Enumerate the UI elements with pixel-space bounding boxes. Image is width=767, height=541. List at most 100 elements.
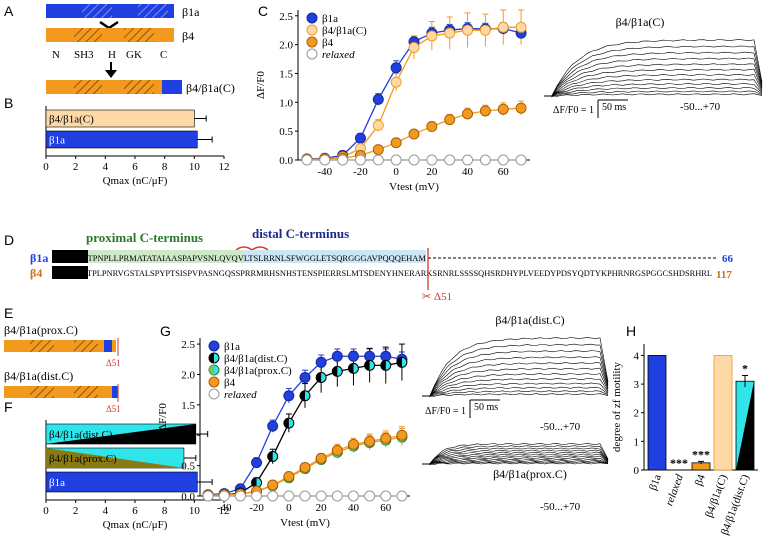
data-point [390, 154, 402, 166]
bar-label: β4/β1a(dist.C) [49, 429, 113, 441]
fluorescence-trace [422, 356, 609, 397]
fluorescence-trace [422, 386, 609, 398]
significance-label: * [742, 362, 748, 376]
data-point-half [267, 451, 273, 462]
fluorescence-trace [422, 458, 609, 465]
deletion-label-d: Δ51 [434, 291, 452, 303]
x-tick-label: 10 [189, 161, 201, 173]
fluorescence-trace [422, 393, 609, 397]
data-point [479, 154, 491, 166]
legend-label: β4 [322, 37, 334, 49]
bar [45, 130, 198, 149]
x-tick-label: 8 [162, 505, 168, 517]
x-axis-label: Vtest (mV) [389, 181, 439, 193]
legend-label: β1a [224, 341, 240, 353]
data-point [372, 144, 384, 156]
x-tick-label: 60 [498, 166, 510, 178]
x-tick-label: 6 [132, 505, 138, 517]
data-point [396, 490, 408, 502]
domain-c: C [160, 49, 167, 61]
data-point [462, 154, 474, 166]
fluorescence-trace [422, 373, 609, 397]
x-tick-label: 0 [393, 166, 399, 178]
data-point [515, 21, 527, 33]
data-point-half [283, 418, 289, 429]
fluorescence-trace [544, 68, 763, 97]
legend-marker-half [209, 365, 214, 375]
data-point [372, 93, 384, 105]
x-axis-label: Vtest (mV) [280, 517, 330, 529]
x-tick-label: 0 [43, 161, 49, 173]
fluorescence-trace [422, 462, 609, 465]
data-point [337, 154, 349, 166]
data-point [380, 350, 392, 362]
panel-label-d: D [4, 232, 14, 248]
data-point [331, 444, 343, 456]
data-point [267, 420, 279, 432]
fluorescence-trace [422, 453, 609, 465]
x-tick-label: 2 [73, 505, 79, 517]
panel-h-motility-chart: 0 1 2 3 4 degree of zf motility β1a *** relaxed *… [611, 344, 758, 537]
data-point [462, 24, 474, 36]
y-tick-label: 2.5 [279, 11, 293, 23]
bar-stripe [736, 381, 754, 470]
data-point [251, 490, 263, 502]
data-point [283, 490, 295, 502]
fluorescence-trace [422, 455, 609, 465]
data-point-half [332, 366, 338, 377]
category-label: relaxed [663, 472, 686, 507]
trace-title: β4/β1a(C) [616, 15, 665, 29]
data-point [444, 27, 456, 39]
category-label: β1a [647, 473, 664, 492]
data-point [315, 490, 327, 502]
length-beta1a: 66 [722, 253, 734, 265]
x-axis-label: Qmax (nC/μF) [103, 175, 168, 187]
fluorescence-trace [422, 447, 609, 466]
range-label: -50...+70 [540, 501, 581, 513]
data-point [515, 102, 527, 114]
y-tick-label: 1.0 [279, 97, 293, 109]
x-tick-label: -40 [317, 166, 332, 178]
x-tick-label: -20 [353, 166, 368, 178]
legend-label: β4/β1a(prox.C) [224, 365, 292, 377]
data-point-half [316, 372, 322, 383]
x-tick-label: 60 [380, 502, 392, 514]
y-tick-label: 2.5 [181, 339, 195, 351]
data-point [380, 432, 392, 444]
data-point [372, 119, 384, 131]
range-label: -50...+70 [680, 101, 721, 113]
panel-label-f: F [4, 399, 13, 415]
legend-marker [306, 36, 318, 48]
fluorescence-trace [422, 451, 609, 466]
data-point [299, 461, 311, 473]
seq-beta4: ATHPSSSTPLPNRVGSTALSPYPTSISPVPASNGQSSPRR… [52, 269, 712, 278]
data-point [331, 350, 343, 362]
panel-a-construct-diagram: β1a β4 N SH3 H GK C β4/β1a(C) [46, 4, 235, 95]
fluorescence-trace [544, 45, 763, 97]
fluorescence-trace [544, 93, 763, 97]
panel-label-a: A [4, 3, 14, 19]
y-tick-label: 1.5 [181, 400, 195, 412]
y-tick-label: 4 [634, 350, 640, 362]
data-point [426, 30, 438, 42]
panel-label-c: C [258, 3, 268, 19]
x-tick-label: 0 [43, 505, 49, 517]
x-axis-label: Qmax (nC/μF) [103, 519, 168, 531]
seq-beta1a: ATHPPSSTPNPLLPRMATATAIAASPAPVSNLQVQVLTSL… [52, 254, 426, 263]
y-tick-label: 2 [634, 408, 640, 420]
data-point [426, 154, 438, 166]
data-point [515, 154, 527, 166]
data-point [444, 114, 456, 126]
legend-marker [306, 48, 318, 60]
data-point [497, 21, 509, 33]
data-point [347, 490, 359, 502]
bar [713, 355, 733, 471]
time-label: 50 ms [474, 402, 498, 413]
scissors-icon: ✂ [422, 291, 431, 303]
beta1a-label: β1a [182, 5, 200, 19]
panel-e-constructs: β4/β1a(prox.C) Δ51 β4/β1a(dist.C) Δ51 [4, 323, 121, 414]
data-point [364, 435, 376, 447]
deletion-label-prox: Δ51 [106, 358, 121, 368]
data-point [380, 490, 392, 502]
